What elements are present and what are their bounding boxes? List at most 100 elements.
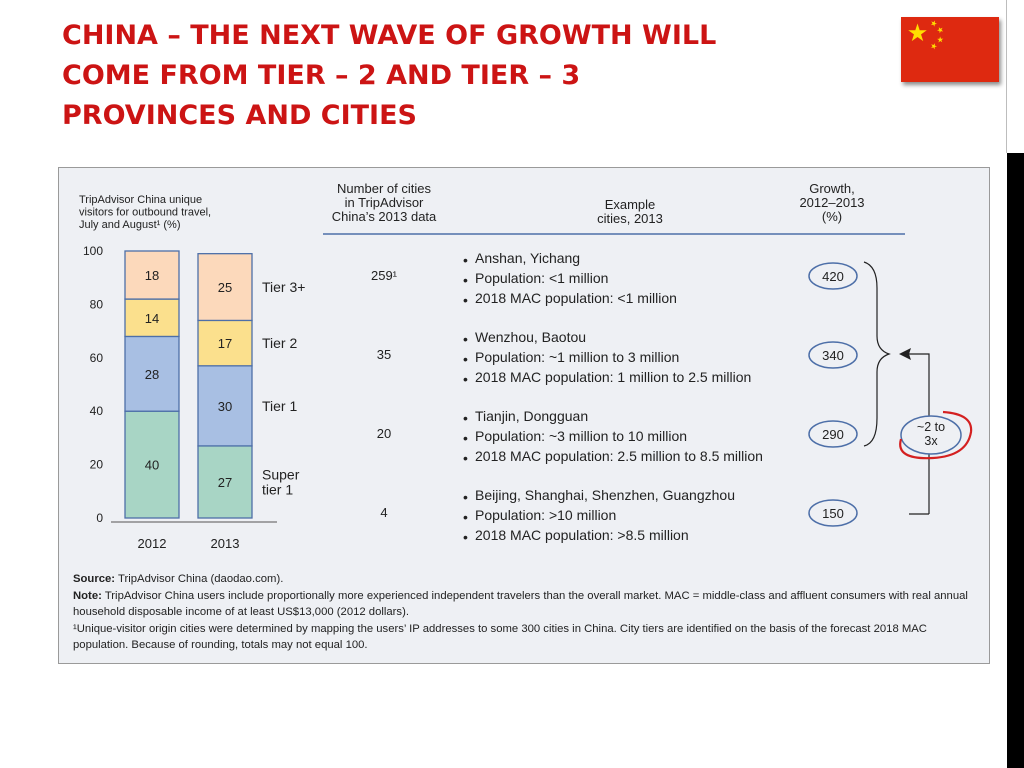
example-bullet: Population: ~1 million to 3 million [475, 349, 679, 365]
growth-value: 290 [822, 427, 844, 442]
example-bullet: Beijing, Shanghai, Shenzhen, Guangzhou [475, 487, 735, 503]
header-growth-line: Growth, [809, 181, 855, 196]
source-label: Source: [73, 573, 116, 585]
tier-label: Tier 3+ [262, 279, 305, 295]
bar-value-label: 14 [145, 311, 159, 326]
note-label: Note: [73, 589, 102, 602]
bullet-dot: • [463, 410, 468, 426]
city-count: 20 [377, 426, 391, 441]
example-bullet: Population: <1 million [475, 270, 608, 286]
chart-title-line-1: TripAdvisor China unique [79, 194, 202, 206]
bullet-dot: • [463, 450, 468, 466]
chart-title-line-2: visitors for outbound travel, [79, 207, 211, 219]
footnote-1: ¹Unique-visitor origin cities were deter… [73, 622, 927, 652]
note-line: Note: TripAdvisor China users include pr… [73, 588, 973, 621]
tier-label: Tier 2 [262, 335, 297, 351]
y-axis: 0 20 40 60 80 100 [83, 244, 103, 525]
bar-segment [197, 365, 253, 447]
bar-value-label: 17 [218, 336, 232, 351]
bullet-dot: • [463, 489, 468, 505]
callout-text: ~2 to [917, 420, 945, 434]
callout-oval [900, 415, 962, 455]
bar-segment [197, 319, 253, 367]
bullet-dot: • [463, 529, 468, 545]
x-axis: 2012 2013 [111, 521, 277, 551]
bullet-dot: • [463, 509, 468, 525]
slide-edge-bar [1007, 153, 1024, 768]
header-growth-line: (%) [822, 209, 842, 224]
y-tick-label: 0 [96, 511, 103, 525]
city-count: 259¹ [371, 268, 398, 283]
bracket-curve [863, 261, 891, 447]
slide-title-line-3: PROVINCES AND CITIES [62, 100, 417, 131]
bar-segment [124, 298, 180, 338]
example-bullet: Population: >10 million [475, 507, 616, 523]
example-bullet: 2018 MAC population: 1 million to 2.5 mi… [475, 369, 751, 385]
bullet-dot: • [463, 371, 468, 387]
x-tick-label: 2013 [211, 536, 240, 551]
growth-value: 340 [822, 348, 844, 363]
y-tick-label: 20 [90, 458, 104, 472]
example-bullet: 2018 MAC population: >8.5 million [475, 527, 689, 543]
callout-red-swoosh [899, 410, 973, 460]
slide-title-line-2: COME FROM TIER – 2 AND TIER – 3 [62, 60, 581, 91]
bar-value-label: 18 [145, 268, 159, 283]
city-count: 4 [380, 505, 387, 520]
growth-value: 420 [822, 269, 844, 284]
exhibit-panel: TripAdvisor China unique visitors for out… [58, 167, 990, 664]
bar-value-label: 27 [218, 475, 232, 490]
header-cities-line: Number of cities [337, 181, 431, 196]
example-bullet: Anshan, Yichang [475, 250, 580, 266]
bullet-dot: • [463, 331, 468, 347]
example-bullet: Tianjin, Dongguan [475, 408, 588, 424]
slide-title: CHINA – THE NEXT WAVE OF GROWTH WILL COM… [62, 16, 882, 136]
x-tick-label: 2012 [138, 536, 167, 551]
bullet-dot: • [463, 430, 468, 446]
growth-oval [808, 341, 858, 369]
tier-label: Tier 1 [262, 398, 297, 414]
bar-value-label: 30 [218, 399, 232, 414]
callout-arrowhead [899, 348, 911, 360]
bullet-dot: • [463, 351, 468, 367]
callout-text: 3x [924, 434, 938, 448]
china-flag-icon [901, 17, 999, 82]
header-cities-line: in TripAdvisor [345, 195, 424, 210]
bullet-dot: • [463, 292, 468, 308]
bullet-dot: • [463, 272, 468, 288]
bar-value-label: 28 [145, 367, 159, 382]
bars: 40 28 14 18 27 30 17 25 [124, 250, 253, 519]
bar-value-label: 25 [218, 280, 232, 295]
example-bullet: 2018 MAC population: <1 million [475, 290, 677, 306]
tier-label: Super [262, 466, 300, 482]
y-tick-label: 60 [90, 351, 104, 365]
china-flag-stars [908, 19, 945, 50]
bullet-dot: • [463, 252, 468, 268]
growth-oval [808, 420, 858, 448]
example-bullet: Wenzhou, Baotou [475, 329, 586, 345]
note-text: TripAdvisor China users include proporti… [73, 589, 968, 619]
growth-oval [808, 499, 858, 527]
callout-arrow-line [903, 353, 930, 514]
header-examples-line: Example [605, 197, 656, 212]
footnotes: Source: TripAdvisor China (daodao.com). … [73, 571, 973, 654]
source-line: Source: TripAdvisor China (daodao.com). [73, 571, 973, 588]
growth-value: 150 [822, 506, 844, 521]
city-count: 35 [377, 347, 391, 362]
bar-segment [124, 250, 180, 300]
slide-title-line-1: CHINA – THE NEXT WAVE OF GROWTH WILL [62, 20, 717, 51]
chart-title-line-3: July and August¹ (%) [79, 219, 181, 231]
y-tick-label: 80 [90, 297, 104, 311]
header-cities-line: China’s 2013 data [332, 209, 437, 224]
bar-value-label: 40 [145, 458, 159, 473]
tier-label: tier 1 [262, 481, 293, 497]
header-growth-line: 2012–2013 [799, 195, 864, 210]
header-examples-line: cities, 2013 [597, 211, 663, 226]
slide-edge-line [1006, 0, 1007, 153]
bar-segment [124, 335, 180, 412]
example-bullet: 2018 MAC population: 2.5 million to 8.5 … [475, 448, 763, 464]
